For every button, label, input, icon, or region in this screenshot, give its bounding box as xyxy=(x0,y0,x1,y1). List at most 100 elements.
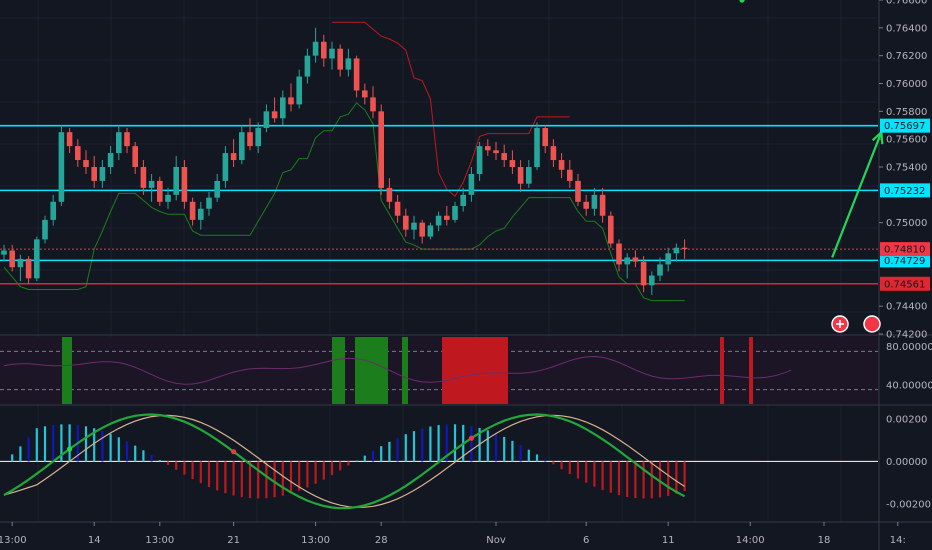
snapshot-icon[interactable] xyxy=(863,315,881,333)
candle-body xyxy=(132,146,138,167)
candle-body xyxy=(116,132,122,154)
candle-body xyxy=(34,239,40,279)
price-tick-label: 0.76600 xyxy=(886,0,927,7)
price-tick-label: 0.76000 xyxy=(886,79,927,90)
candle-body xyxy=(206,197,212,209)
candle-body xyxy=(665,253,671,265)
candle-body xyxy=(419,222,425,237)
resistance-line xyxy=(332,21,570,197)
candle-body xyxy=(616,243,622,265)
candle-body xyxy=(99,167,106,181)
candle-body xyxy=(345,58,352,70)
price-tick-label: 0.76200 xyxy=(886,51,927,62)
candle-body xyxy=(140,167,147,188)
price-badge xyxy=(880,183,930,198)
candle-body xyxy=(567,169,573,181)
candle-body xyxy=(640,261,647,286)
price-badge-label: 0.74810 xyxy=(884,245,925,256)
candle-body xyxy=(148,180,155,188)
time-tick-label: 21 xyxy=(227,535,240,546)
candle-body xyxy=(66,132,73,147)
oscillator-line xyxy=(3,355,792,385)
candle-body xyxy=(296,76,302,105)
candle-body xyxy=(632,257,639,262)
candle-body xyxy=(157,180,163,202)
macd-tick-label: 0.00000 xyxy=(886,457,927,468)
candle-body xyxy=(214,180,220,198)
candle-body xyxy=(304,55,311,77)
candle-body xyxy=(558,160,565,170)
candles xyxy=(1,27,688,296)
price-tick-label: 0.75800 xyxy=(886,107,927,118)
candle-body xyxy=(370,97,376,112)
candle-body xyxy=(280,97,286,119)
candle-body xyxy=(681,247,688,250)
candle-body xyxy=(526,167,532,184)
candle-body xyxy=(378,111,384,188)
candle-body xyxy=(460,194,466,206)
arrow-shaft xyxy=(831,131,883,258)
oscillator-zone xyxy=(749,337,753,404)
time-tick-label: 13:00 xyxy=(301,535,330,546)
price-axis: 0.766000.764000.762000.760000.758000.756… xyxy=(879,0,927,341)
candle-body xyxy=(444,215,450,220)
candle-body xyxy=(312,41,319,56)
oscillator-zone xyxy=(332,337,345,404)
candle-body xyxy=(673,247,680,254)
oscillator-zone xyxy=(720,337,724,404)
time-tick-label: 13:00 xyxy=(145,535,174,546)
macd-tick-label: 0.00200 xyxy=(886,414,927,425)
candle-body xyxy=(239,132,245,161)
candle-body xyxy=(427,225,434,237)
candle-body xyxy=(411,222,417,230)
time-tick-label: 14: xyxy=(890,535,906,546)
candle-body xyxy=(1,250,7,255)
candle-body xyxy=(165,194,171,202)
oscillator-zone xyxy=(402,337,408,404)
candle-body xyxy=(181,167,188,202)
candle-body xyxy=(362,90,368,98)
candle-body xyxy=(608,215,614,244)
macd-cross-dot xyxy=(231,449,237,455)
candle-body xyxy=(649,275,655,286)
price-tick-label: 0.74400 xyxy=(886,302,927,313)
add-alert-icon[interactable] xyxy=(831,315,849,333)
candle-body xyxy=(542,128,548,147)
candle-body xyxy=(42,219,48,240)
oscillator-zone xyxy=(442,337,508,404)
candle-body xyxy=(501,153,507,161)
candle-body xyxy=(50,201,56,220)
macd-line xyxy=(3,413,686,510)
candle-body xyxy=(403,215,409,230)
candle-body xyxy=(485,146,491,151)
candle-body xyxy=(591,194,598,209)
candle-body xyxy=(255,128,261,147)
price-badge-label: 0.74729 xyxy=(884,256,925,267)
horizontal-levels xyxy=(0,124,878,285)
time-tick-label: 14:00 xyxy=(736,535,765,546)
candle-body xyxy=(247,132,253,147)
macd-cross-dot xyxy=(468,435,474,441)
support-line xyxy=(3,102,685,302)
candle-body xyxy=(353,58,360,91)
signal-line xyxy=(3,414,685,508)
price-tick-label: 0.75400 xyxy=(886,163,927,174)
oscillator-pane: 80.00000 40.00000 xyxy=(0,337,932,404)
time-tick-label: 18 xyxy=(818,535,831,546)
oscillator-bg xyxy=(0,337,878,404)
candle-body xyxy=(263,111,270,129)
price-badge-label: 0.75232 xyxy=(884,186,925,197)
candle-body xyxy=(321,41,327,59)
candle-body xyxy=(230,153,237,161)
candle-body xyxy=(452,205,458,220)
time-tick-label: Nov xyxy=(486,535,506,546)
oscillator-zone xyxy=(355,337,388,404)
time-tick-label: 14 xyxy=(88,535,101,546)
candle-body xyxy=(198,208,204,220)
candle-body xyxy=(337,48,343,70)
candle-body xyxy=(394,201,401,216)
candle-body xyxy=(599,194,606,216)
macd-cross-dot xyxy=(739,0,745,3)
